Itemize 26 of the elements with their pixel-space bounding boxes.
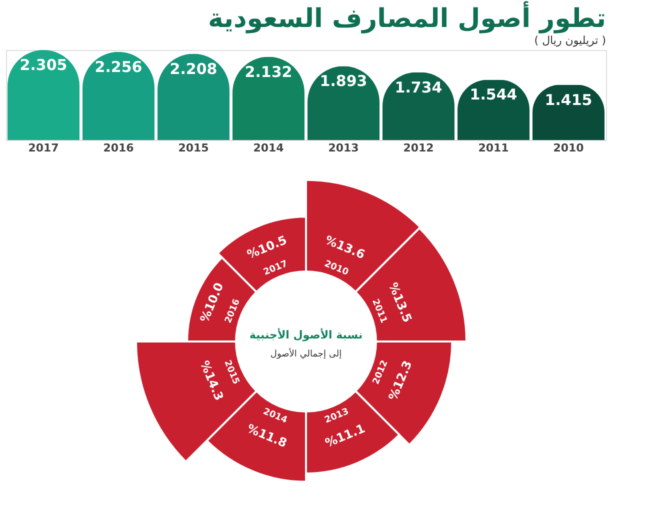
- chart-subtitle: ( تريليون ريال ): [534, 34, 606, 47]
- chart-title: تطور أصول المصارف السعودية: [208, 1, 606, 34]
- category-label: 2010: [322, 259, 350, 278]
- x-tick-label: 2014: [253, 142, 284, 154]
- data-label: 1.893: [320, 72, 368, 90]
- x-tick-label: 2013: [328, 142, 359, 154]
- data-label: 1.734: [394, 78, 442, 96]
- data-label: 2.208: [170, 60, 218, 78]
- category-label: 2011: [370, 298, 388, 325]
- x-tick-label: 2012: [403, 142, 434, 154]
- text: إلى إجمالي الأصول: [270, 348, 342, 360]
- x-tick-label: 2015: [178, 142, 209, 154]
- x-tick-label: 2011: [478, 142, 509, 154]
- data-label: 1.544: [470, 86, 518, 104]
- x-tick-label: 2010: [553, 142, 584, 154]
- category-label: 2016: [224, 298, 242, 325]
- data-label: 2.132: [244, 62, 292, 81]
- category-label: 2014: [262, 406, 288, 426]
- category-label: 2017: [262, 259, 290, 278]
- data-label: 2.305: [20, 56, 68, 74]
- text: نسبة الأصول الأجنبية: [249, 328, 363, 342]
- x-tick-label: 2017: [28, 142, 59, 154]
- data-label: 1.415: [544, 90, 592, 109]
- x-tick-label: 2016: [103, 142, 134, 154]
- data-label: 2.256: [94, 58, 142, 76]
- category-label: 2013: [324, 406, 350, 426]
